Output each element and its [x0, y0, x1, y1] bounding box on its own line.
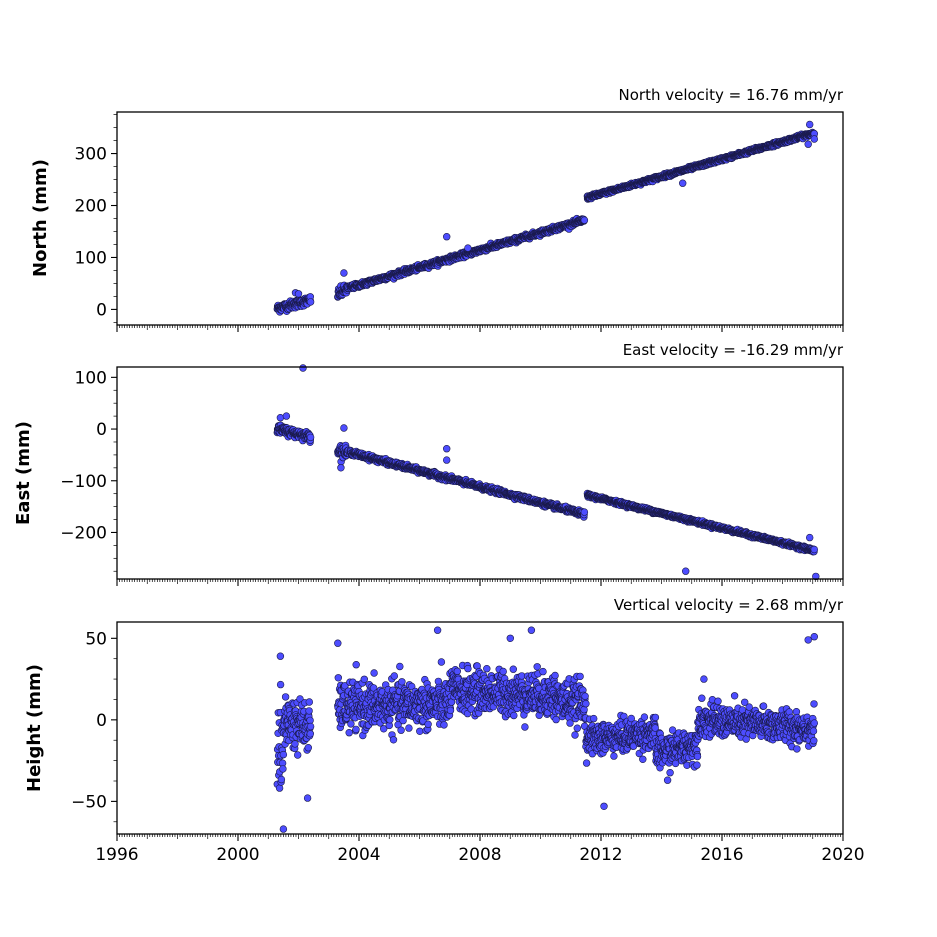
east-data-point [306, 433, 315, 442]
height-data-point [304, 743, 312, 752]
east-y-axis-label: East (mm) [13, 421, 34, 525]
height-data-point [281, 693, 290, 701]
height-data-point [306, 730, 314, 738]
height-data-point [275, 784, 284, 792]
east-y-tick-label: −100 [60, 472, 107, 492]
north-panel: North velocity = 16.76 mm/yr North (mm) … [30, 86, 844, 332]
east-y-tick-label: 0 [96, 420, 107, 440]
height-data-point [305, 707, 313, 715]
height-data-point [276, 680, 285, 689]
height-panel-title: Vertical velocity = 2.68 mm/yr [614, 596, 844, 614]
north-outlier-point [678, 179, 687, 187]
north-y-tick-label: 200 [75, 197, 107, 217]
height-data-point [334, 674, 342, 682]
east-data-point [810, 545, 818, 554]
east-outlier-point [805, 533, 814, 542]
north-data-point [306, 298, 315, 306]
north-data-points [273, 120, 818, 316]
height-data-point [294, 751, 302, 759]
north-outlier-point [340, 269, 348, 277]
height-data-point [306, 716, 314, 725]
north-y-tick-label: 100 [75, 248, 107, 268]
height-y-axis-label: Height (mm) [24, 664, 45, 792]
height-data-point [347, 720, 355, 728]
height-data-point [306, 722, 315, 731]
height-data-point [370, 669, 378, 677]
north-y-axis-label: North (mm) [30, 159, 51, 277]
north-outlier-point [443, 233, 451, 241]
height-data-point [360, 675, 368, 683]
east-outlier-point [443, 456, 451, 464]
north-y-tick-label: 300 [75, 145, 107, 165]
east-outlier-point [299, 364, 307, 372]
height-data-point [345, 728, 353, 737]
east-outlier-point [443, 445, 451, 453]
east-y-tick-label: −200 [60, 523, 107, 543]
height-data-point [279, 765, 287, 773]
north-outlier-point [804, 140, 812, 148]
height-data-point [305, 698, 313, 706]
north-y-tick-label: 0 [96, 300, 107, 320]
height-data-point [352, 725, 360, 734]
east-outlier-point [340, 424, 348, 432]
north-data-point [580, 216, 589, 224]
east-data-point [580, 508, 589, 516]
east-y-tick-label: 100 [75, 368, 107, 388]
north-outlier-point [810, 135, 818, 143]
height-data-point [277, 775, 286, 784]
north-outlier-point [464, 244, 472, 252]
north-panel-title: North velocity = 16.76 mm/yr [619, 86, 844, 104]
north-outlier-point [805, 120, 814, 129]
height-data-point [352, 660, 360, 669]
east-outlier-point [276, 414, 285, 422]
east-outlier-point [681, 567, 690, 575]
height-data-point [279, 750, 288, 759]
east-panel-title: East velocity = -16.29 mm/yr [623, 341, 844, 359]
east-outlier-point [282, 412, 291, 420]
north-outlier-point [294, 290, 303, 298]
height-data-point [291, 740, 299, 748]
east-outlier-point [337, 464, 345, 472]
